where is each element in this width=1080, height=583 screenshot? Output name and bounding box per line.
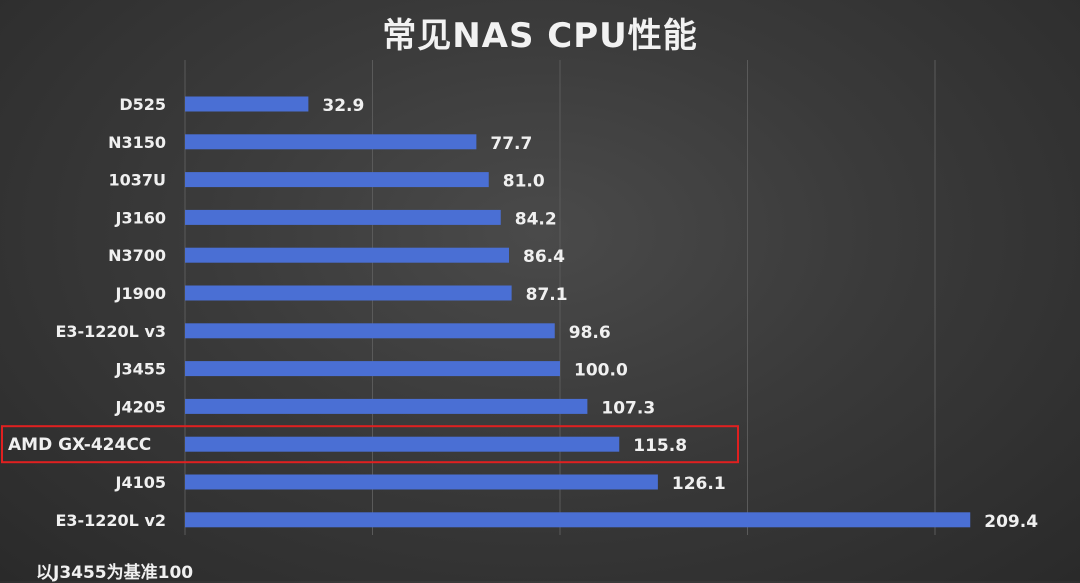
category-label: J4205: [115, 397, 166, 416]
highlight-outline: [1, 425, 739, 464]
category-label: D525: [119, 95, 166, 114]
category-label: J3160: [115, 208, 166, 227]
bar: [185, 134, 477, 150]
chart-title: 常见NAS CPU性能: [382, 16, 698, 56]
bar: [185, 436, 620, 452]
category-label: 1037U: [108, 171, 166, 190]
bars: [185, 96, 971, 528]
category-label: J1900: [115, 284, 166, 303]
bar: [185, 96, 309, 112]
value-label: 115.8: [633, 436, 687, 456]
value-label: 126.1: [672, 474, 726, 494]
bar: [185, 323, 555, 339]
value-label: 81.0: [503, 172, 545, 192]
bar: [185, 398, 588, 414]
value-label: 77.7: [490, 134, 532, 154]
bar: [185, 361, 560, 377]
footnote: 以J3455为基准100: [36, 563, 194, 583]
value-labels: 32.9 77.7 81.0 84.2 86.4 87.198.6 100.0 107.3 11…: [322, 96, 1038, 532]
category-label: J4105: [115, 473, 166, 492]
category-labels: D525 N3150 1037U J3160 N3700 J1900 E3-1220L v3…: [8, 95, 166, 530]
bar: [185, 285, 512, 301]
bar: [185, 474, 658, 490]
value-label: 87.1: [526, 285, 568, 305]
category-label: E3-1220L v3: [55, 322, 166, 341]
category-label: E3-1220L v2: [55, 511, 166, 530]
bar: [185, 512, 971, 528]
value-label: 32.9: [322, 96, 364, 116]
bar-chart: D525 N3150 1037U J3160 N3700 J1900 E3-1220L v3…: [1, 60, 1038, 535]
value-label: 84.2: [515, 209, 557, 229]
bar: [185, 209, 501, 225]
category-label: J3455: [115, 360, 166, 379]
value-label: 100.0: [574, 361, 628, 381]
value-label: 107.3: [601, 398, 655, 418]
category-label: N3700: [108, 246, 166, 265]
bar: [185, 172, 489, 188]
bar: [185, 247, 509, 263]
value-label: 209.4: [984, 512, 1038, 532]
highlight-box: [1, 425, 739, 464]
value-label: 98.6: [569, 323, 611, 343]
value-label: 86.4: [523, 247, 565, 267]
category-label: N3150: [108, 133, 166, 152]
category-label: AMD GX-424CC: [8, 435, 151, 455]
